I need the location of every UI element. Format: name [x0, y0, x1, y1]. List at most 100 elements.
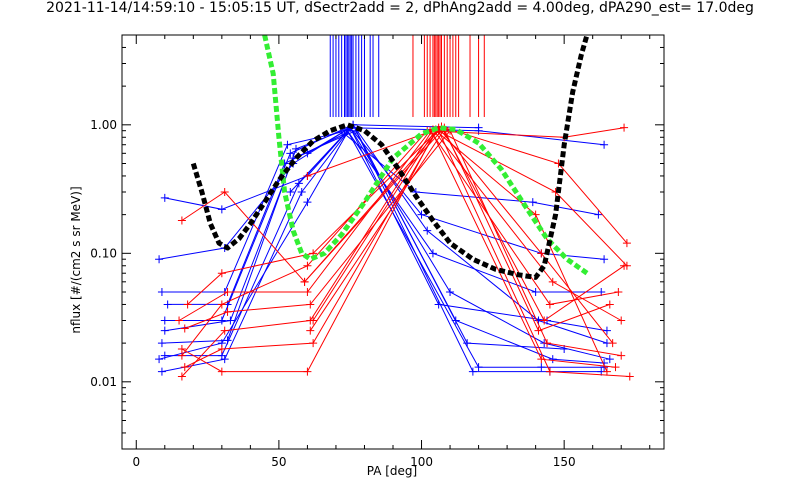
red-point-5-5: [622, 239, 631, 248]
blue-point-4-2: [292, 144, 301, 153]
red-point-1-4: [537, 249, 546, 258]
red-point-6-2: [306, 300, 315, 309]
blue-point-3-0: [160, 316, 169, 325]
red-point-7-1: [217, 300, 226, 309]
blue-point-2-0: [157, 287, 166, 296]
blue-point-8-0: [155, 355, 164, 364]
blue-series-line-4: [161, 127, 610, 360]
blue-point-3-2: [286, 149, 295, 158]
blue-point-3-1: [217, 316, 226, 325]
red-series-line-11: [309, 128, 610, 332]
blue-point-5-4: [474, 363, 483, 372]
red-point-6-1: [223, 307, 232, 316]
red-point-7-5: [620, 123, 629, 132]
blue-point-10-3: [600, 140, 609, 149]
red-point-3-0: [175, 316, 184, 325]
red-point-1-1: [217, 345, 226, 354]
blue-point-1-6: [600, 255, 609, 264]
red-series-line-2: [181, 128, 622, 377]
blue-point-6-1: [220, 355, 229, 364]
red-point-8-0: [303, 171, 312, 180]
red-point-0-1: [217, 367, 226, 376]
red-point-5-0: [177, 216, 186, 225]
blue-point-0-1: [217, 205, 226, 214]
blue-point-6-2: [297, 188, 306, 197]
red-point-10-2: [545, 367, 554, 376]
red-point-0-2: [303, 367, 312, 376]
red-point-11-0: [306, 326, 315, 335]
blue-point-2-4: [428, 249, 437, 258]
red-point-4-1: [217, 269, 226, 278]
blue-point-3-4: [423, 226, 432, 235]
blue-point-0-0: [160, 193, 169, 202]
x-axis-label: PA [deg]: [366, 464, 418, 478]
red-point-6-0: [180, 324, 189, 333]
red-series-line-10: [304, 129, 630, 377]
blue-point-11-0: [286, 188, 295, 197]
red-point-2-4: [548, 277, 557, 286]
x-tick-label-3: 150: [553, 455, 576, 469]
red-series-line-7: [181, 127, 625, 356]
blue-point-10-0: [303, 149, 312, 158]
x-tick-label-0: 0: [132, 455, 140, 469]
red-point-9-0: [309, 316, 318, 325]
red-point-5-1: [220, 188, 229, 197]
y-tick-label-0: 0.01: [90, 375, 117, 389]
red-point-8-3: [622, 261, 631, 270]
red-point-1-2: [309, 339, 318, 348]
blue-point-8-2: [303, 198, 312, 207]
red-point-7-2: [303, 261, 312, 270]
blue-point-6-4: [468, 367, 477, 376]
y-tick-label-1: 0.10: [90, 246, 117, 260]
blue-point-4-0: [157, 339, 166, 348]
blue-series-line-8: [158, 126, 607, 360]
blue-point-9-1: [226, 316, 235, 325]
red-point-10-3: [625, 372, 634, 381]
green-model-curve-0: [262, 35, 589, 276]
blue-point-1-0: [155, 255, 164, 264]
red-series-line-6: [184, 129, 622, 357]
blue-point-1-4: [417, 210, 426, 219]
blue-point-9-0: [160, 326, 169, 335]
red-point-10-0: [300, 277, 309, 286]
red-point-11-2: [534, 326, 543, 335]
blue-point-8-4: [434, 300, 443, 309]
red-series-line-1: [184, 126, 614, 368]
black-model-curve-0: [190, 35, 590, 280]
plot-frame: [121, 34, 665, 450]
red-point-2-0: [177, 372, 186, 381]
x-tick-label-2: 100: [410, 455, 433, 469]
red-point-2-1: [220, 326, 229, 335]
red-series-line-4: [187, 125, 625, 322]
red-point-3-1: [223, 287, 232, 296]
blue-point-5-5: [537, 363, 546, 372]
y-axis-label: nflux [#/(cm2 s sr MeV)]: [69, 186, 83, 334]
blue-series-line-0: [164, 124, 479, 210]
red-series-line-8: [307, 128, 628, 267]
blue-point-2-2: [283, 140, 292, 149]
blue-point-2-5: [531, 287, 540, 296]
red-point-0-5: [602, 367, 611, 376]
red-point-6-5: [617, 351, 626, 360]
red-point-1-5: [608, 339, 617, 348]
blue-point-7-5: [528, 198, 537, 207]
red-point-3-5: [614, 287, 623, 296]
plot-content: [155, 35, 634, 381]
red-point-3-2: [303, 287, 312, 296]
red-point-4-0: [183, 300, 192, 309]
blue-series-line-10: [307, 127, 605, 154]
red-point-7-0: [177, 351, 186, 360]
chart-title: 2021-11-14/14:59:10 - 15:05:15 UT, dSect…: [46, 0, 754, 16]
blue-point-8-6: [602, 326, 611, 335]
blue-point-11-2: [463, 339, 472, 348]
x-tick-label-1: 50: [271, 455, 286, 469]
blue-point-4-6: [605, 355, 614, 364]
red-point-6-4: [543, 339, 552, 348]
blue-point-4-4: [446, 287, 455, 296]
blue-series-line-11: [289, 123, 565, 350]
red-point-11-3: [605, 300, 614, 309]
red-point-3-4: [545, 300, 554, 309]
blue-point-6-0: [157, 367, 166, 376]
